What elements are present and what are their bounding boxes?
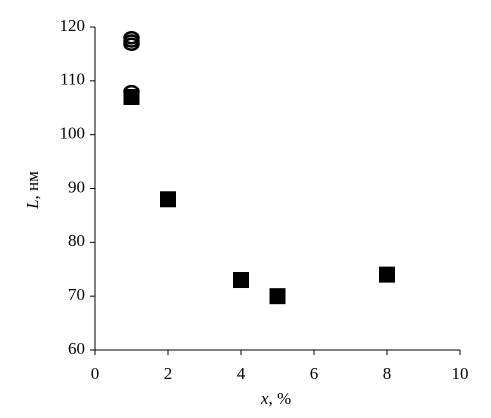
y-tick-label: 110 bbox=[60, 70, 85, 89]
y-tick-label: 100 bbox=[60, 124, 86, 143]
x-tick-label: 2 bbox=[164, 364, 173, 383]
square-marker bbox=[379, 266, 395, 283]
x-tick-label: 0 bbox=[91, 364, 100, 383]
square-marker bbox=[233, 272, 249, 289]
square-marker bbox=[160, 191, 176, 208]
x-axis-label: x, % bbox=[260, 389, 291, 408]
x-axis-symbol: x bbox=[260, 389, 269, 408]
circle-marker bbox=[123, 37, 140, 51]
square-marker bbox=[269, 288, 286, 305]
square-marker bbox=[123, 88, 140, 105]
y-axis-unit: , нм bbox=[23, 171, 42, 200]
y-tick-label: 60 bbox=[68, 339, 85, 358]
y-tick-label: 80 bbox=[68, 231, 85, 250]
x-tick-label: 8 bbox=[383, 364, 392, 383]
x-tick-label: 4 bbox=[237, 364, 246, 383]
y-axis-label: L, нм bbox=[23, 171, 42, 210]
y-axis-symbol: L bbox=[23, 199, 42, 209]
y-tick-label: 90 bbox=[68, 177, 85, 196]
x-axis-unit: , % bbox=[268, 389, 291, 408]
x-tick-label: 6 bbox=[310, 364, 319, 383]
y-tick-label: 70 bbox=[68, 285, 85, 304]
x-tick-label: 10 bbox=[452, 364, 469, 383]
y-tick-label: 120 bbox=[60, 16, 86, 35]
